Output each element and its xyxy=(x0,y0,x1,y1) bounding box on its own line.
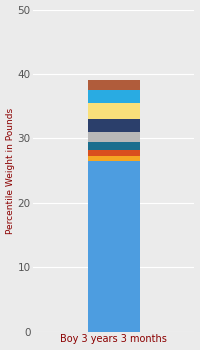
Bar xyxy=(88,161,140,332)
Bar xyxy=(88,90,140,103)
Bar xyxy=(88,103,140,119)
Bar xyxy=(88,150,140,156)
Bar xyxy=(88,156,140,161)
Y-axis label: Percentile Weight in Pounds: Percentile Weight in Pounds xyxy=(6,107,15,234)
Bar xyxy=(88,119,140,132)
Bar xyxy=(88,80,140,90)
Bar xyxy=(88,132,140,142)
Bar xyxy=(88,142,140,150)
